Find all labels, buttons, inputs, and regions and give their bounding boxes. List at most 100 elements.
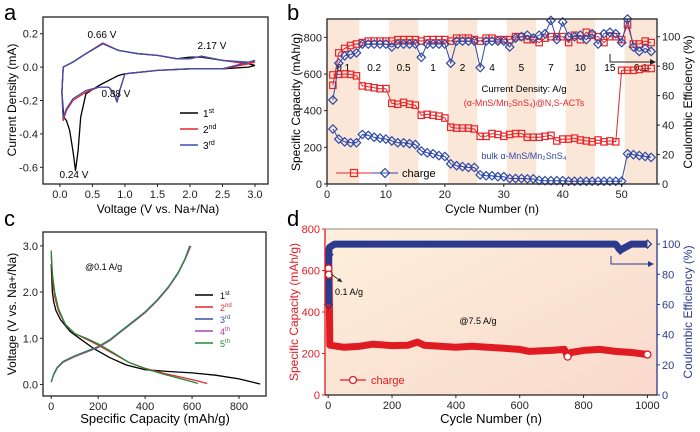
peak-annotation: 0.66 V — [88, 30, 117, 41]
legend-label: charge — [371, 375, 405, 387]
x-tick-label: 0 — [325, 400, 331, 412]
panel-a-cv-chart: 0.0 0.5 1.0 1.5 2.0 2.5 3.0 0.2 0.0 -0.2 -0.4 -0.6 V… — [5, 16, 269, 216]
data-point — [510, 33, 521, 44]
data-point — [587, 28, 598, 39]
y2-tick-label: 0 — [662, 390, 668, 402]
rate-band-label: 2 — [460, 63, 466, 74]
y-tick-label: 400 — [304, 106, 322, 118]
data-point — [352, 72, 361, 80]
gcd-curve — [50, 255, 208, 385]
data-point — [357, 129, 368, 140]
legend-label: 2nd — [220, 303, 232, 313]
legend-label: 2nd — [203, 124, 216, 136]
y2-tick-label: 20 — [662, 360, 674, 372]
data-point — [576, 35, 585, 44]
y-tick-label: -0.4 — [19, 129, 38, 141]
data-point — [528, 173, 539, 184]
ce-line — [327, 243, 648, 305]
data-point — [646, 46, 657, 57]
data-point — [380, 38, 391, 50]
data-point — [339, 136, 350, 147]
peak-annotation: 2.17 V — [198, 41, 227, 52]
ce-arrow — [609, 54, 650, 63]
gcd-curve — [50, 250, 199, 385]
x-tick-label: 0 — [324, 189, 330, 201]
y2-tick-label: 100 — [662, 239, 680, 251]
rate-band-label: 4 — [489, 63, 495, 74]
cv-curve-2nd — [61, 42, 256, 122]
data-point — [557, 16, 568, 27]
data-point — [334, 49, 343, 57]
y-tick-label: 0 — [314, 390, 320, 402]
panel-label-c: c — [4, 206, 15, 231]
data-point — [504, 41, 515, 53]
y2-axis-label: Coulombic Efficiency (%) — [681, 245, 695, 378]
data-point — [647, 38, 655, 47]
data-point — [351, 137, 362, 148]
x-tick-label: 50 — [616, 189, 628, 201]
data-point — [339, 50, 350, 61]
legend-label: 3rd — [220, 315, 230, 325]
data-point — [498, 36, 509, 47]
data-point — [411, 101, 420, 109]
x-tick-label: 1.0 — [117, 189, 132, 201]
data-point — [551, 34, 562, 45]
y-axis-label: Voltage (V vs. Na+/Na) — [5, 253, 19, 375]
data-point — [516, 31, 527, 42]
bulk-label: bulk α-MnS/Mn₂SnS₄ — [482, 151, 567, 161]
rate-band-label: 1 — [430, 63, 436, 74]
data-point — [522, 30, 533, 41]
plot-background — [325, 229, 657, 395]
y-tick-label: 200 — [304, 142, 322, 154]
rate-band-label: 10 — [575, 63, 587, 74]
data-point — [615, 245, 626, 255]
rate-band-label: 0.2 — [367, 63, 381, 74]
legend-marker — [348, 375, 358, 385]
data-point — [539, 28, 551, 39]
y-tick-label: -0.2 — [19, 96, 38, 108]
y2-axis-label: Coulombic Efficiency (%) — [681, 35, 695, 168]
x-tick-label: 600 — [511, 400, 529, 412]
y-tick-label: -0.6 — [19, 162, 38, 174]
peak-annotation: 0.88 V — [102, 89, 131, 100]
y-tick-label: 200 — [302, 349, 320, 361]
data-point — [558, 32, 567, 41]
legend-label: 5th — [220, 339, 230, 349]
y-tick-label: 2.0 — [23, 287, 38, 299]
x-tick-label: 20 — [439, 189, 451, 201]
y-axis-label: Current Density (mA) — [5, 44, 19, 157]
rate-band — [565, 19, 596, 184]
series-line — [332, 128, 652, 182]
y-tick-label: 0 — [316, 179, 322, 191]
rate-band-label: 15 — [604, 63, 616, 74]
x-axis-label: Cycle Number (n) — [445, 202, 539, 216]
x-tick-label: 30 — [498, 189, 510, 201]
data-point — [327, 123, 338, 135]
y-axis-label: Specific Capacity (mAh/g) — [289, 33, 303, 171]
data-point — [329, 81, 337, 90]
data-point — [646, 152, 657, 163]
y-tick-label: 0.0 — [23, 379, 38, 391]
y-tick-label: 0.2 — [23, 29, 38, 41]
capacity-line — [327, 268, 648, 358]
data-point — [386, 135, 397, 146]
data-point — [628, 149, 639, 160]
data-point — [643, 350, 652, 359]
data-point — [428, 148, 439, 159]
y-tick-label: 3.0 — [23, 241, 38, 253]
data-point — [374, 133, 386, 144]
x-tick-label: 600 — [183, 401, 201, 413]
rate-band — [327, 19, 360, 184]
data-point — [623, 21, 632, 29]
data-point — [486, 170, 498, 181]
data-point — [611, 138, 620, 146]
data-point — [445, 58, 456, 69]
series-line — [332, 18, 652, 101]
y-tick-label: 800 — [304, 32, 322, 44]
plot-frame — [42, 231, 267, 397]
data-point — [563, 352, 572, 361]
data-point — [469, 162, 480, 173]
data-point — [433, 150, 445, 161]
data-point — [404, 138, 415, 149]
y2-tick-label: 40 — [662, 330, 674, 342]
